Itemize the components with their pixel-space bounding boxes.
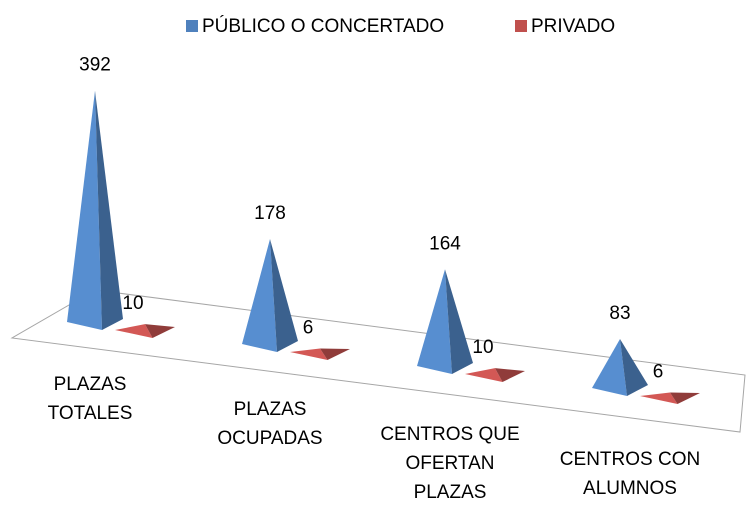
- value-label: 178: [254, 203, 286, 224]
- pyramid-face: [445, 269, 473, 374]
- value-label: 392: [79, 55, 111, 76]
- pyramid: [290, 348, 350, 360]
- pyramid: [417, 269, 473, 374]
- pyramid-face: [495, 368, 525, 382]
- pyramid-face: [670, 392, 700, 404]
- pyramid-face: [242, 238, 277, 352]
- pyramid-face: [592, 339, 627, 396]
- value-label: 10: [122, 293, 143, 314]
- x-tick-label: PLAZAS TOTALES: [48, 374, 133, 424]
- pyramid-face: [320, 348, 350, 360]
- legend-label: PÚBLICO O CONCERTADO: [202, 15, 444, 37]
- value-label: 10: [472, 337, 493, 358]
- pyramid-face: [620, 339, 648, 396]
- value-label: 164: [429, 233, 461, 254]
- pyramid-face: [640, 392, 678, 404]
- x-tick-line: OCUPADAS: [217, 428, 322, 449]
- floor: [10, 289, 746, 433]
- x-tick-line: TOTALES: [48, 403, 133, 424]
- pyramid: [640, 392, 700, 404]
- x-tick-line: OFERTAN: [405, 453, 494, 474]
- pyramid-face: [67, 90, 102, 330]
- x-tick-line: CENTROS QUE: [380, 424, 519, 445]
- pyramid-face: [270, 238, 298, 352]
- x-tick-line: ALUMNOS: [583, 478, 677, 499]
- x-tick-line: PLAZAS: [54, 374, 127, 395]
- value-label: 6: [653, 361, 664, 382]
- value-label: 6: [303, 317, 314, 338]
- value-label: 83: [609, 303, 630, 324]
- pyramid-face: [145, 324, 175, 338]
- pyramid-face: [465, 368, 503, 382]
- legend-label: PRIVADO: [531, 16, 615, 37]
- legend-swatch: [186, 20, 198, 32]
- x-tick-line: PLAZAS: [234, 399, 307, 420]
- legend-swatch: [515, 20, 527, 32]
- pyramid: [592, 339, 648, 396]
- pyramid: [465, 368, 525, 382]
- pyramid-face: [95, 90, 123, 330]
- pyramid: [67, 90, 123, 330]
- x-tick-label: CENTROS CON ALUMNOS: [560, 449, 700, 499]
- pyramid-face: [115, 324, 153, 338]
- x-tick-line: PLAZAS: [414, 482, 487, 503]
- pyramid: [242, 238, 298, 352]
- pyramid-face: [417, 269, 452, 374]
- x-tick-label: PLAZAS OCUPADAS: [217, 399, 322, 449]
- x-tick-line: CENTROS CON: [560, 449, 700, 470]
- pyramid-face: [290, 348, 328, 360]
- x-tick-label: CENTROS QUE OFERTAN PLAZAS: [380, 424, 519, 503]
- pyramid: [115, 324, 175, 338]
